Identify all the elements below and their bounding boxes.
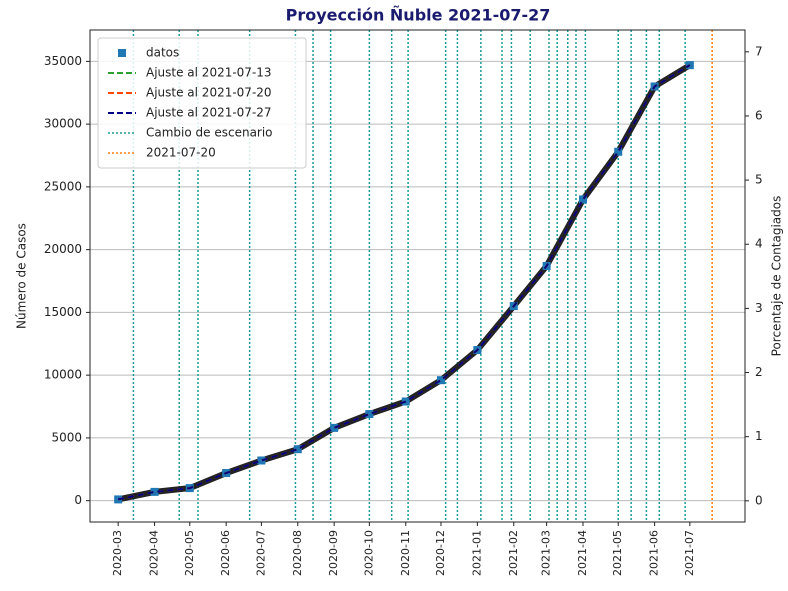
chart-title: Proyección Ñuble 2021-07-27 — [286, 6, 551, 25]
data-point — [436, 376, 445, 385]
legend-swatch — [118, 49, 126, 57]
y2-tick-label: 3 — [755, 301, 763, 315]
y-tick-label: 30000 — [44, 117, 82, 131]
data-point — [257, 456, 266, 465]
data-point — [614, 147, 623, 156]
x-tick-label: 2021-07 — [683, 530, 696, 576]
x-tick-label: 2020-12 — [434, 530, 447, 576]
y-tick-label: 20000 — [44, 242, 82, 256]
x-tick-label: 2021-03 — [540, 530, 553, 576]
x-tick-label: 2020-06 — [219, 530, 232, 576]
x-tick-label: 2020-07 — [254, 530, 267, 576]
x-tick-label: 2020-11 — [399, 530, 412, 576]
y2-tick-label: 2 — [755, 365, 763, 379]
x-tick-label: 2021-01 — [470, 530, 483, 576]
data-point — [365, 410, 374, 419]
legend-label: Ajuste al 2021-07-20 — [146, 86, 272, 100]
x-tick-label: 2020-10 — [362, 530, 375, 576]
y2-tick-label: 0 — [755, 493, 763, 507]
y-axis-label: Número de Casos — [15, 223, 29, 329]
x-tick-label: 2020-08 — [291, 530, 304, 576]
x-tick-label: 2020-05 — [183, 530, 196, 576]
data-point — [330, 423, 339, 432]
x-tick-label: 2020-03 — [111, 530, 124, 576]
y-tick-label: 5000 — [51, 430, 82, 444]
y2-tick-label: 1 — [755, 429, 763, 443]
legend-label: 2021-07-20 — [146, 146, 216, 160]
data-point — [685, 61, 694, 70]
x-tick-label: 2020-09 — [327, 530, 340, 576]
y2-tick-label: 7 — [755, 44, 763, 58]
legend-label: datos — [146, 46, 179, 60]
legend-box — [97, 37, 307, 169]
legend-label: Ajuste al 2021-07-27 — [146, 106, 272, 120]
fit-line — [117, 64, 691, 501]
y2-axis-label: Porcentaje de Contagiados — [770, 196, 784, 357]
x-tick-label: 2021-05 — [611, 530, 624, 576]
y2-tick-label: 5 — [755, 173, 763, 187]
y2-tick-label: 6 — [755, 108, 763, 122]
y-tick-label: 0 — [74, 493, 82, 507]
data-point — [579, 195, 588, 204]
legend-label: Cambio de escenario — [146, 126, 273, 140]
x-tick-label: 2021-06 — [648, 530, 661, 576]
y-tick-label: 25000 — [44, 179, 82, 193]
y-tick-label: 35000 — [44, 54, 82, 68]
data-point — [150, 487, 159, 496]
plot-frame — [89, 29, 746, 523]
legend-label: Ajuste al 2021-07-13 — [146, 66, 272, 80]
x-tick-label: 2021-04 — [576, 530, 589, 576]
x-tick-label: 2020-04 — [148, 530, 161, 576]
data-point — [293, 445, 302, 454]
y-tick-label: 10000 — [44, 368, 82, 382]
y-tick-label: 15000 — [44, 305, 82, 319]
y2-tick-label: 4 — [755, 237, 763, 251]
x-tick-label: 2021-02 — [507, 530, 520, 576]
